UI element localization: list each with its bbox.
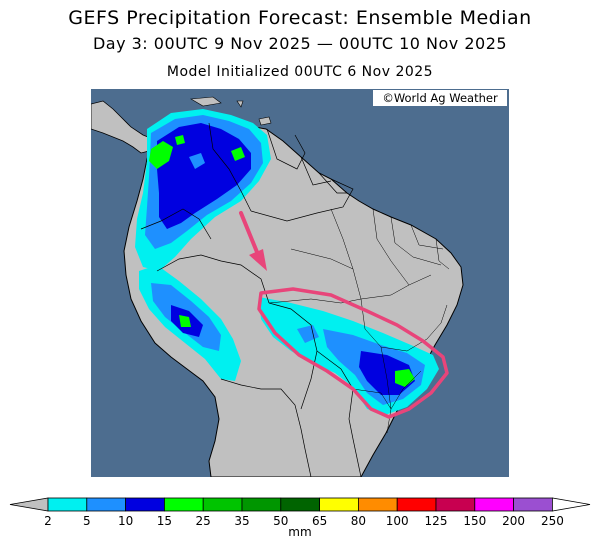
colorbar-tick-label: 5 <box>83 514 91 528</box>
colorbar-block <box>435 497 476 512</box>
colorbar-tick-label: 200 <box>502 514 525 528</box>
colorbar-tick-label: 80 <box>351 514 366 528</box>
colorbar-block <box>47 497 88 512</box>
colorbar-tick-label: 150 <box>463 514 486 528</box>
colorbar-block <box>280 497 320 512</box>
state-borders <box>268 208 450 434</box>
colorbar-block <box>319 497 359 512</box>
colorbar-block <box>396 497 437 512</box>
arrow-pointing-to-region <box>239 211 267 271</box>
model-init-line: Model Initialized 00UTC 6 Nov 2025 <box>166 64 434 80</box>
colorbar-block <box>513 497 553 512</box>
precipitation-brazil <box>259 297 439 415</box>
colorbar-block <box>163 497 204 512</box>
colorbar-block <box>474 497 514 512</box>
highlighted-region-outline <box>257 287 449 419</box>
colorbar-tick-label: 100 <box>386 514 409 528</box>
colorbar-tick-label: 10 <box>118 514 133 528</box>
colorbar-block <box>241 497 282 512</box>
chart-title: GEFS Precipitation Forecast: Ensemble Me… <box>68 7 532 29</box>
colorbar-over-arrow <box>552 497 591 512</box>
legend-unit: mm <box>288 525 312 539</box>
precipitation-map <box>91 89 509 477</box>
colorbar-block <box>125 497 165 512</box>
colorbar-tick-label: 15 <box>157 514 172 528</box>
colorbar-tick-label: 250 <box>541 514 564 528</box>
precipitation-peru <box>139 265 241 381</box>
precipitation-north <box>135 109 271 271</box>
map-credit: ©World Ag Weather <box>373 90 507 106</box>
colorbar-tick-label: 125 <box>425 514 448 528</box>
colorbar-tick-label: 25 <box>196 514 211 528</box>
caribbean-island <box>236 100 244 108</box>
caribbean-island <box>258 116 272 126</box>
colorbar-block <box>86 497 127 512</box>
colorbar-legend: 2 5 10 15 25 35 50 65 80 100 125 150 200 250 <box>9 497 591 528</box>
country-borders <box>140 122 362 477</box>
colorbar-tick-label: 35 <box>234 514 249 528</box>
colorbar-block <box>357 497 398 512</box>
colorbar-tick-label: 65 <box>312 514 327 528</box>
colorbar-tick-label: 50 <box>273 514 288 528</box>
caribbean-island <box>190 96 222 107</box>
colorbar-tick-label: 2 <box>44 514 52 528</box>
colorbar-block <box>202 497 243 512</box>
valid-period: Day 3: 00UTC 9 Nov 2025 — 00UTC 10 Nov 2… <box>92 34 508 53</box>
colorbar-under-arrow <box>9 497 49 512</box>
